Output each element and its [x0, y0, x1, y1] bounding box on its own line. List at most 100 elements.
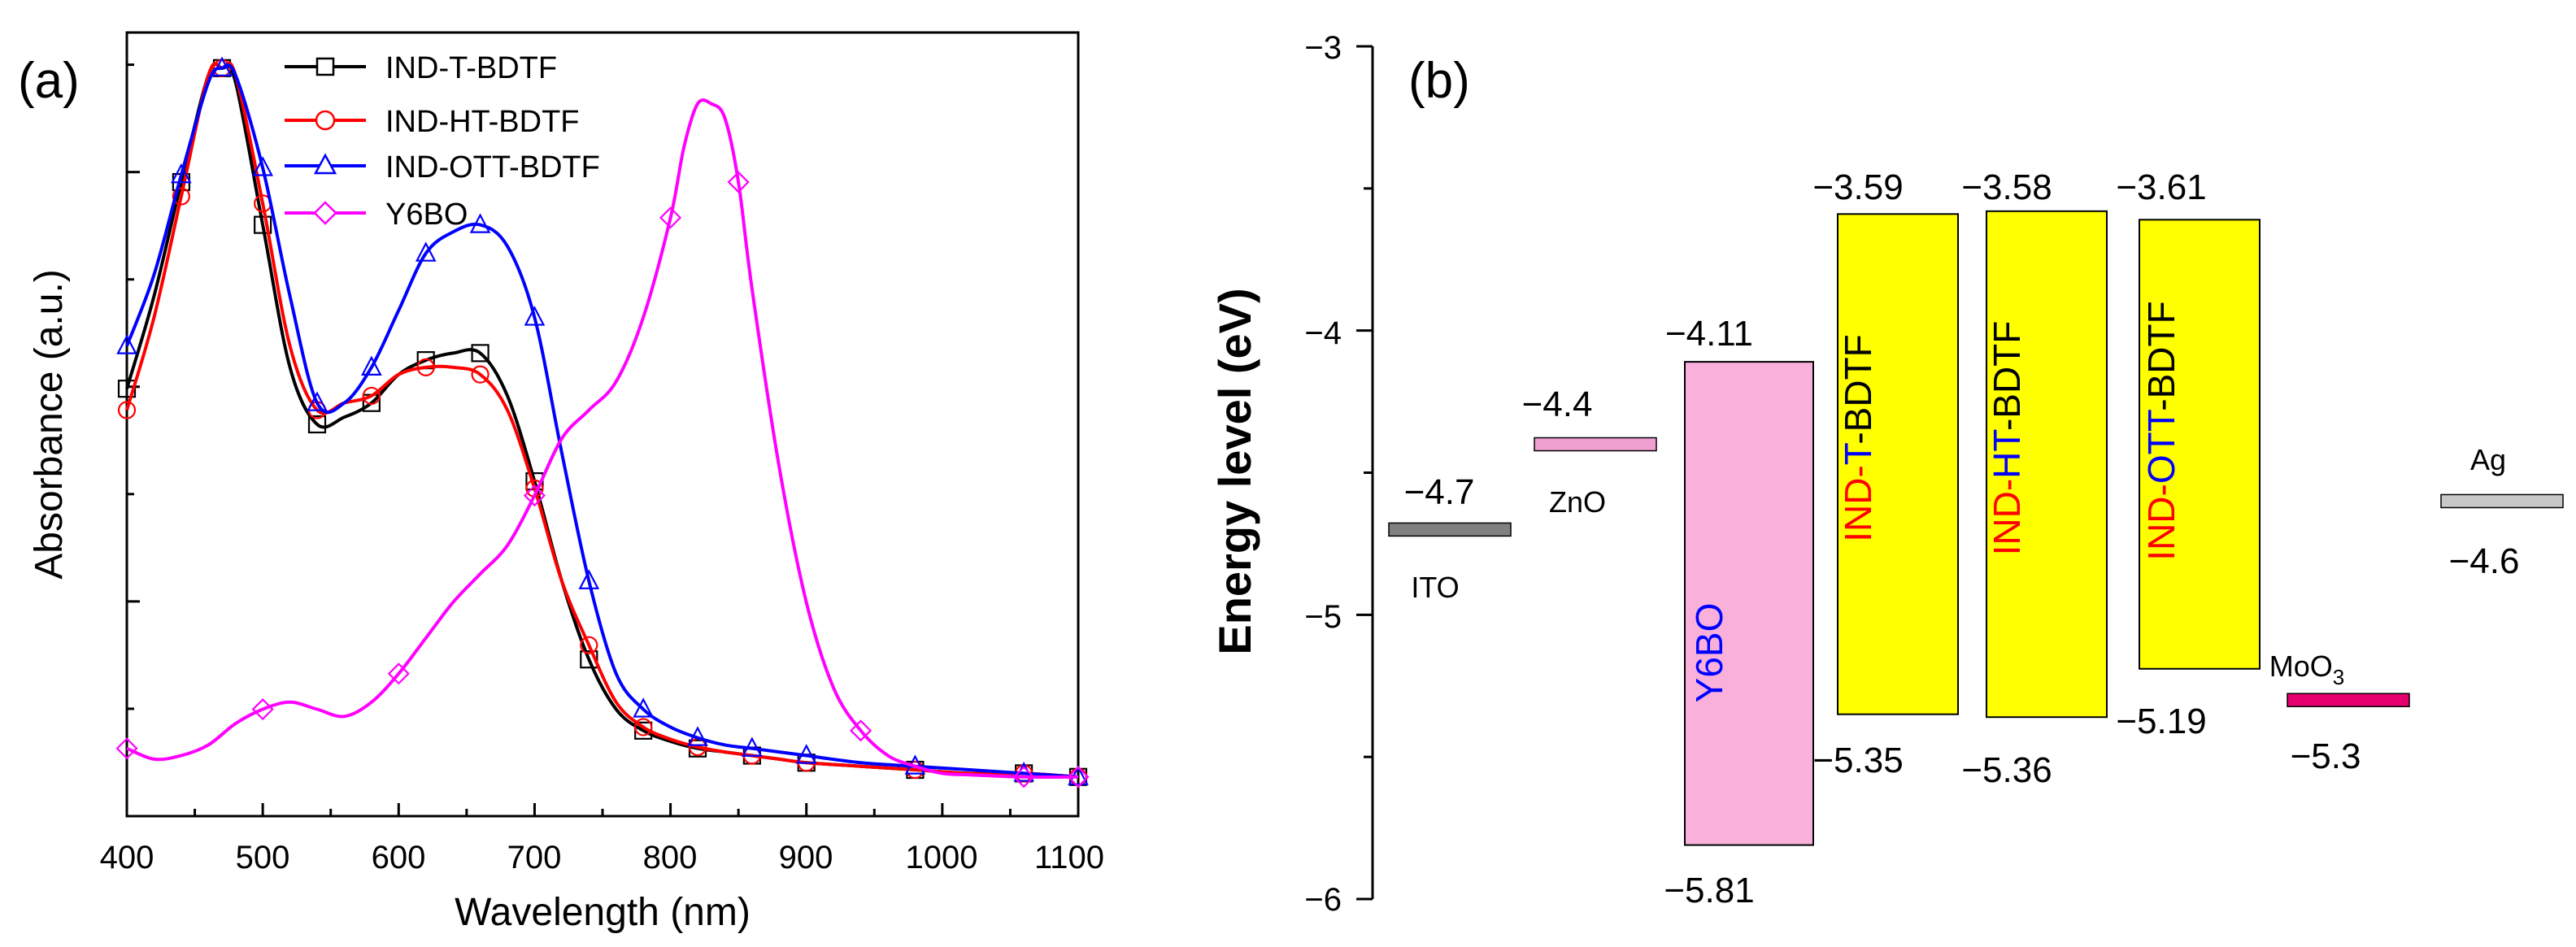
data-point-triangle — [742, 736, 763, 757]
panel-b: (b) −6 −5 −4 −3 Energy level (eV) ITO Zn… — [1209, 30, 2564, 918]
panel-a-y-ticks — [127, 63, 140, 818]
legend-label-ind-ott-bdtf: IND-OTT-BDTF — [385, 150, 600, 185]
x-tick-label: 700 — [507, 840, 562, 875]
data-point-diamond — [387, 662, 410, 685]
data-point-triangle — [633, 697, 654, 718]
data-point-triangle — [361, 355, 382, 376]
moo3-level-bar — [2287, 693, 2410, 707]
data-point-square — [254, 215, 272, 234]
ag-level-bar — [2440, 493, 2564, 509]
ind-ht-bdtf-box-label-part: IND- — [1986, 479, 2028, 556]
y-tick-label: −5 — [1304, 599, 1342, 635]
data-point-diamond — [523, 484, 546, 507]
ag-value-label: −4.6 — [2449, 541, 2520, 581]
data-point-circle — [471, 365, 490, 384]
data-point-triangle — [211, 56, 233, 76]
panel-a: (a) 400 500 600 700 800 900 1000 1100 Wa… — [18, 31, 1104, 934]
data-point-triangle — [524, 306, 546, 326]
data-point-triangle — [171, 163, 192, 184]
ind-t-bdtf-box-label-part: T — [1837, 442, 1879, 465]
ito-level-bar — [1388, 522, 1512, 537]
data-point-triangle — [687, 726, 708, 746]
data-point-triangle — [578, 569, 600, 589]
legend-marker-diamond — [313, 201, 337, 225]
ind-ht-bdtf-box — [1986, 210, 2108, 719]
series-line-y6bo — [126, 98, 1079, 779]
data-point-circle — [172, 187, 190, 206]
data-point-square — [580, 650, 598, 669]
y6bo-box — [1684, 361, 1814, 846]
panel-b-y-ticks — [1356, 45, 1373, 901]
data-point-diamond — [659, 206, 682, 229]
y6bo-box-label: Y6BO — [1688, 603, 1730, 703]
y6bo-lumo-label: −4.11 — [1665, 314, 1753, 354]
y-tick-label: −3 — [1304, 30, 1342, 66]
legend-label-ind-ht-bdtf: IND-HT-BDTF — [385, 105, 580, 139]
ind-t-bdtf-box-label-part: -BDTF — [1837, 334, 1879, 444]
x-tick-label: 600 — [372, 840, 426, 875]
panel-a-y-axis-label: Absorbance (a.u.) — [28, 269, 71, 580]
data-point-diamond — [727, 171, 750, 193]
ind-t-bdtf-box-label-part: IND- — [1837, 465, 1879, 542]
series-line-ind-ott-bdtf — [125, 63, 1079, 779]
data-point-triangle — [116, 334, 137, 354]
x-tick-label: 800 — [643, 840, 698, 875]
panel-a-x-ticks — [125, 803, 1080, 816]
panel-a-series — [115, 56, 1090, 788]
series-ind-ott-bdtf — [116, 56, 1089, 785]
ind-ott-bdtf-box-label-part: OTT — [2140, 409, 2182, 484]
ito-value-label: −4.7 — [1404, 472, 1475, 512]
x-tick-label: 1100 — [1034, 840, 1104, 875]
zno-value-label: −4.4 — [1522, 384, 1593, 424]
data-point-triangle — [469, 213, 491, 233]
ind-t-bdtf-lumo-label: −3.59 — [1812, 167, 1903, 207]
y6bo-box-label-part: Y6BO — [1688, 603, 1730, 703]
panel-a-x-tick-labels: 400 500 600 700 800 900 1000 1100 — [100, 840, 1104, 875]
panel-b-y-tick-labels: −6 −5 −4 −3 — [1304, 30, 1342, 918]
data-point-square — [307, 415, 327, 434]
data-point-circle — [416, 358, 435, 376]
panel-b-y-axis-label: Energy level (eV) — [1209, 288, 1260, 654]
moo3-label: MoO3 — [2269, 649, 2344, 689]
ind-ht-bdtf-box-label-part: -BDTF — [1986, 321, 2028, 431]
ind-ott-bdtf-box-label: IND-OTT-BDTF — [2140, 301, 2182, 560]
ind-ht-bdtf-lumo-label: −3.58 — [1961, 167, 2052, 207]
panel-b-label: (b) — [1408, 53, 1470, 109]
y6bo-homo-label: −5.81 — [1664, 871, 1754, 910]
moo3-value-label: −5.3 — [2291, 736, 2361, 776]
ag-label: Ag — [2470, 443, 2506, 476]
data-point-diamond — [1067, 766, 1090, 788]
x-tick-label: 400 — [100, 840, 154, 875]
ind-ott-bdtf-box-label-part: IND- — [2140, 484, 2182, 561]
data-point-diamond — [251, 697, 274, 721]
ind-t-bdtf-box-label: IND-T-BDTF — [1837, 334, 1879, 542]
ind-ott-bdtf-homo-label: −5.19 — [2116, 702, 2206, 741]
legend-label-ind-t-bdtf: IND-T-BDTF — [385, 51, 557, 85]
data-point-diamond — [1012, 766, 1035, 788]
data-point-triangle — [795, 744, 817, 764]
data-point-circle — [580, 636, 598, 654]
ind-ht-bdtf-box-label-part: HT — [1986, 429, 2028, 479]
y-tick-label: −6 — [1304, 882, 1342, 918]
ind-ott-bdtf-lumo-label: −3.61 — [2116, 167, 2206, 207]
data-point-diamond — [850, 719, 872, 742]
data-point-circle — [362, 386, 381, 406]
moo3-label-main: MoO — [2269, 649, 2333, 683]
panel-a-plot-frame — [125, 31, 1080, 818]
ind-t-bdtf-homo-label: −5.35 — [1812, 741, 1903, 780]
zno-label: ZnO — [1549, 485, 1606, 519]
ind-ht-bdtf-box-label: IND-HT-BDTF — [1986, 321, 2028, 556]
series-y6bo — [115, 98, 1090, 788]
x-tick-label: 1000 — [906, 840, 978, 875]
data-point-diamond — [115, 737, 138, 760]
ind-ott-bdtf-box — [2139, 219, 2261, 670]
ito-label: ITO — [1411, 571, 1459, 604]
zno-level-bar — [1534, 437, 1657, 452]
data-point-triangle — [415, 241, 437, 262]
panel-a-legend: IND-T-BDTF IND-HT-BDTF IND-OTT-BDTF Y6BO — [285, 51, 600, 232]
x-tick-label: 900 — [779, 840, 833, 875]
x-tick-label: 500 — [236, 840, 290, 875]
panel-a-x-axis-label: Wavelength (nm) — [455, 891, 751, 934]
legend-marker-triangle — [313, 153, 337, 175]
